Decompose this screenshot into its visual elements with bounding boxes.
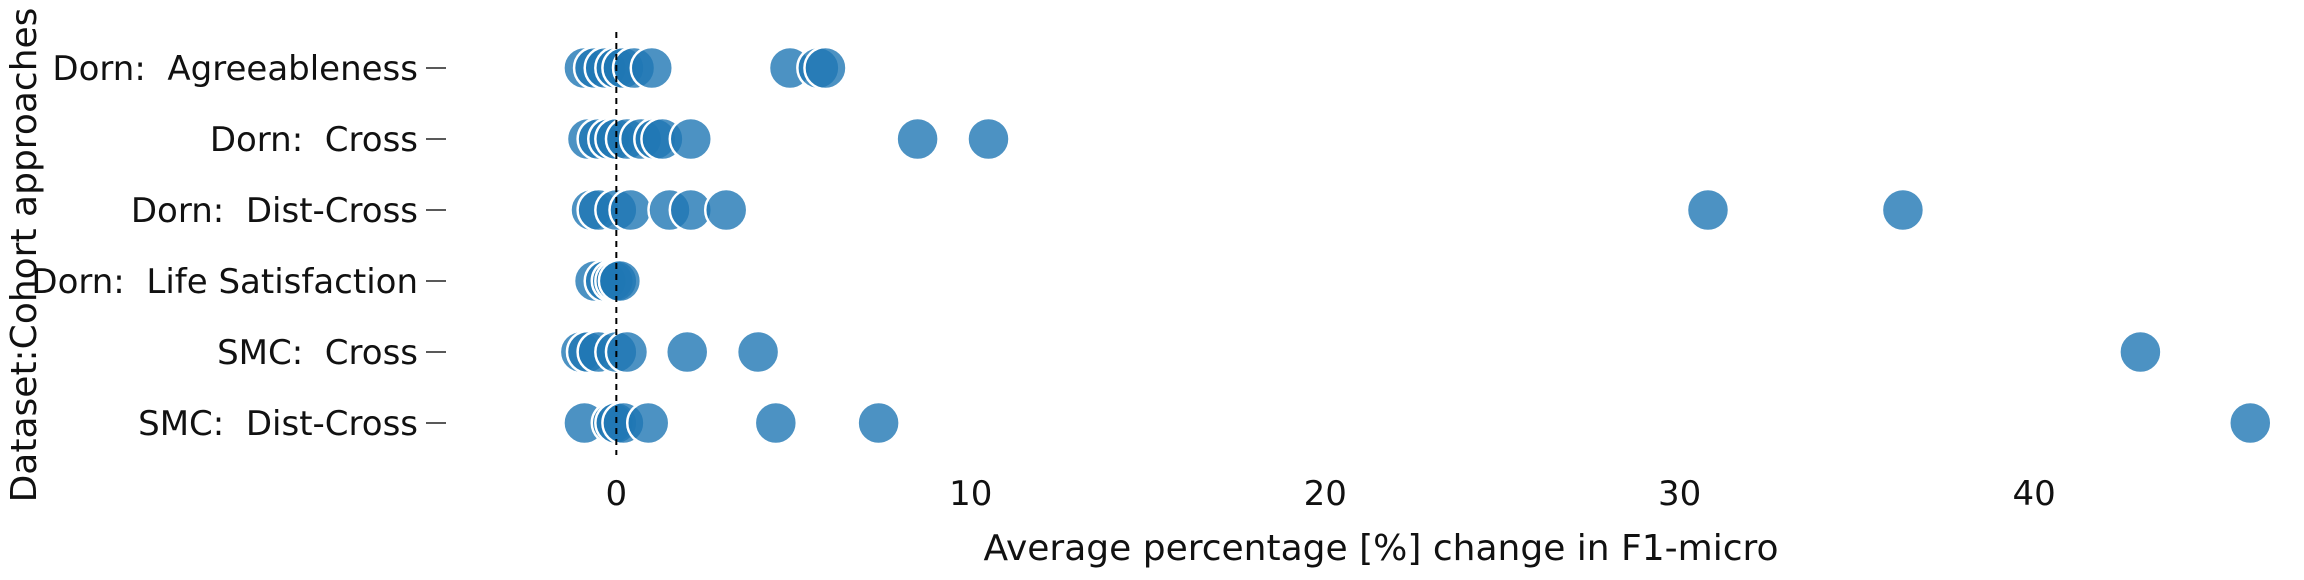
- data-point: [753, 400, 799, 446]
- y-tick-label: Dorn: Life Satisfaction: [31, 262, 418, 302]
- x-tick-label: 10: [949, 474, 992, 514]
- data-point: [703, 187, 749, 233]
- data-point: [856, 400, 901, 446]
- y-tick-label: Dorn: Dist-Cross: [131, 191, 418, 231]
- x-tick-label: 40: [2012, 474, 2055, 514]
- data-point: [966, 116, 1011, 162]
- data-point: [2228, 400, 2273, 446]
- data-point: [664, 329, 710, 375]
- data-point: [2118, 329, 2163, 375]
- data-point: [735, 329, 781, 375]
- data-points: [558, 45, 2273, 446]
- data-point: [1880, 187, 1926, 233]
- data-point: [597, 258, 643, 304]
- data-point: [668, 116, 714, 162]
- y-tick-label: Dorn: Cross: [210, 120, 418, 160]
- x-axis-title: Average percentage [%] change in F1-micr…: [983, 528, 1778, 569]
- x-tick-label: 0: [606, 474, 628, 514]
- x-tick-label: 30: [1658, 474, 1701, 514]
- x-tick-label: 20: [1304, 474, 1347, 514]
- y-axis-tick-labels: Dorn: Agreeableness Dorn: Cross Dorn: Dist…: [31, 49, 418, 444]
- data-point: [803, 45, 848, 91]
- x-axis-tick-labels: 0 10 20 30 40: [606, 474, 2056, 514]
- data-point: [1685, 187, 1731, 233]
- data-point: [604, 329, 650, 375]
- data-point: [625, 400, 671, 446]
- y-tick-label: SMC: Cross: [217, 333, 418, 373]
- data-point: [895, 116, 940, 162]
- y-axis-title: Dataset:Cohort approaches: [4, 8, 45, 503]
- y-tick-label: Dorn: Agreeableness: [52, 49, 418, 89]
- data-point: [629, 45, 675, 91]
- y-tick-label: SMC: Dist-Cross: [138, 404, 418, 444]
- y-axis-ticks: [426, 67, 446, 424]
